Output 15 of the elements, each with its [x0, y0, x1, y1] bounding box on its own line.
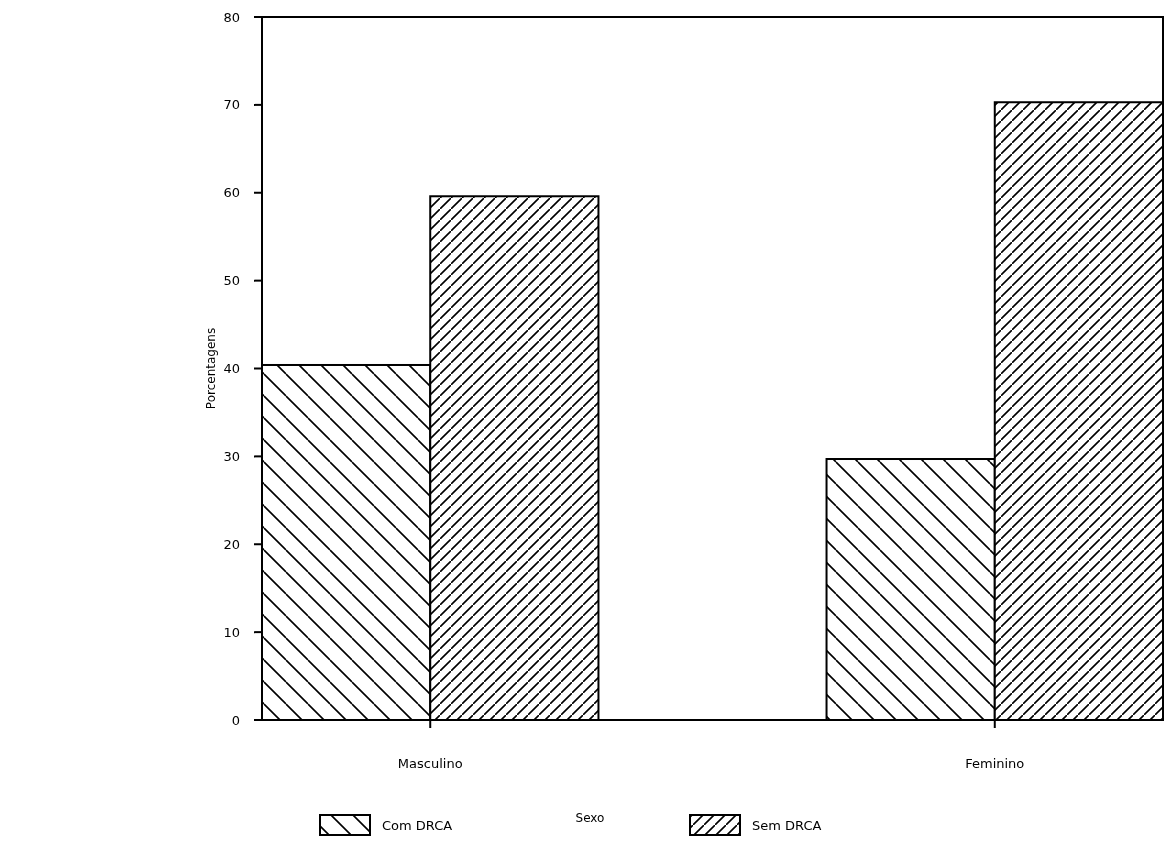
y-axis-title: Porcentagens: [204, 327, 218, 410]
y-tick-label: 60: [223, 185, 240, 201]
y-tick-label: 80: [223, 9, 240, 25]
x-axis-title: Sexo: [575, 811, 605, 825]
y-tick-label: 20: [223, 536, 240, 552]
x-tick-label: Feminino: [965, 756, 1025, 771]
y-tick-label: 40: [223, 361, 240, 377]
x-tick-label: Masculino: [397, 756, 463, 771]
y-tick-label: 0: [231, 712, 240, 728]
y-tick-label: 30: [223, 448, 240, 464]
legend-label: Sem DRCA: [752, 817, 822, 833]
y-tick-label: 50: [223, 273, 240, 289]
y-tick-label: 10: [223, 624, 240, 640]
y-tick-label: 70: [223, 97, 240, 113]
legend-label: Com DRCA: [382, 817, 453, 833]
